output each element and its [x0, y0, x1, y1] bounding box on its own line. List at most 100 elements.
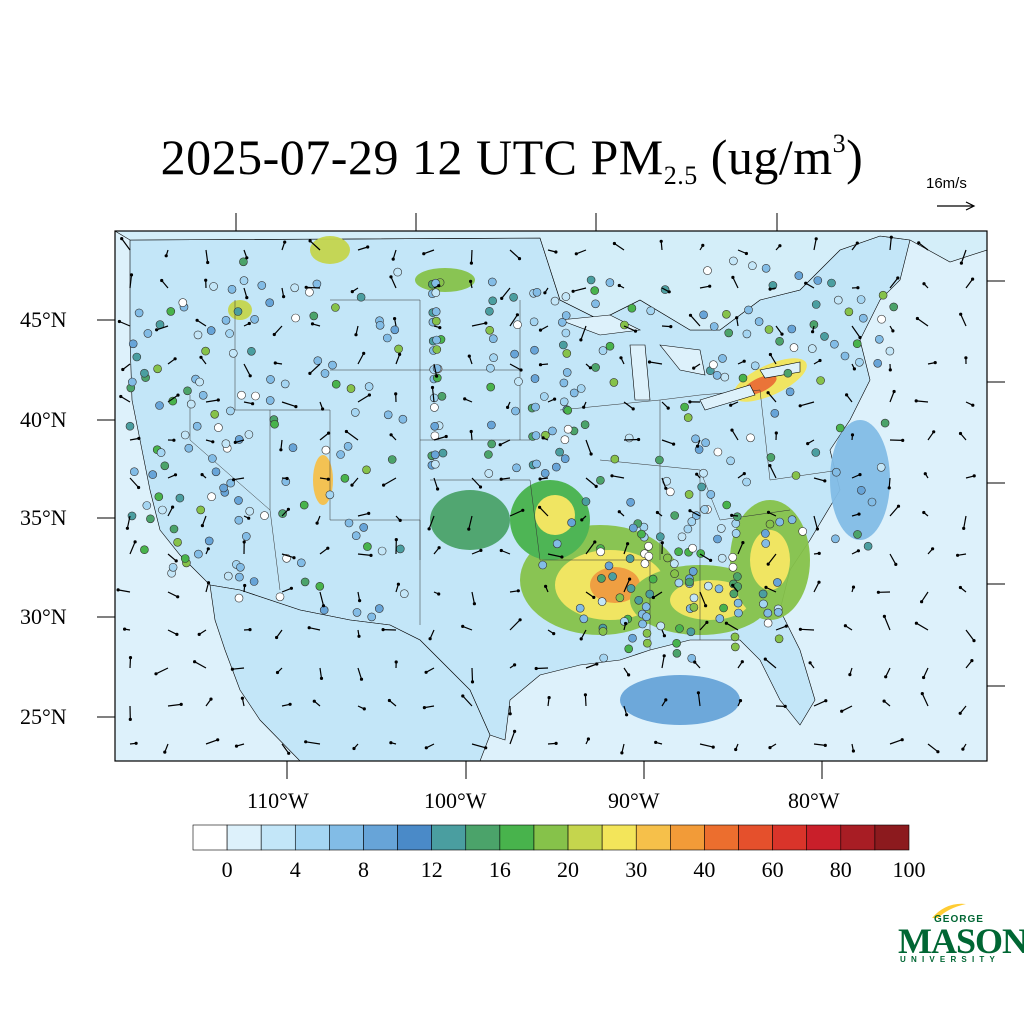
colorbar-tick-label: 60	[761, 857, 784, 882]
wind-arrow	[841, 705, 853, 712]
station-marker	[731, 529, 741, 538]
station-marker	[615, 593, 625, 603]
wind-arrow-head	[394, 392, 398, 396]
wind-arrow-head	[958, 431, 963, 436]
station-marker	[597, 597, 607, 606]
reference-vector-arrow	[937, 201, 976, 211]
station-marker	[244, 430, 254, 439]
wind-arrow-head	[724, 621, 729, 625]
wind-arrow-head	[163, 750, 167, 754]
wind-arrow	[357, 512, 369, 517]
colorbar-tick-label: 8	[358, 857, 369, 882]
wind-arrow	[205, 399, 219, 403]
wind-arrow-head	[350, 290, 354, 294]
station-marker	[709, 360, 718, 370]
wind-arrow-head	[518, 618, 522, 622]
wind-arrow-head	[958, 711, 962, 715]
wind-arrow-head	[711, 745, 715, 749]
station-marker	[562, 368, 572, 377]
wind-arrow	[623, 438, 639, 441]
station-marker	[672, 648, 682, 658]
wind-arrow-head	[128, 656, 133, 660]
wind-arrow-head	[547, 696, 551, 700]
station-marker	[713, 534, 722, 544]
station-marker	[485, 325, 495, 335]
lat-label-35: 35°N	[20, 505, 67, 530]
wind-arrow-head	[738, 699, 743, 703]
station-marker	[234, 496, 243, 505]
wind-arrow-head	[173, 473, 178, 477]
wind-arrow-head	[766, 391, 770, 395]
wind-arrow-head	[176, 393, 180, 397]
station-marker	[489, 353, 498, 363]
station-marker	[559, 397, 569, 407]
wind-arrow-head	[243, 583, 247, 588]
station-marker	[811, 448, 821, 457]
station-marker	[288, 443, 298, 453]
wind-arrow-head	[662, 634, 667, 638]
station-marker	[759, 599, 768, 609]
wind-arrow-head	[424, 670, 428, 674]
wind-arrow	[319, 432, 329, 441]
wind-arrow	[965, 629, 975, 641]
station-marker	[511, 406, 520, 416]
wind-arrow-head	[731, 583, 735, 587]
wind-arrow	[813, 743, 826, 746]
station-marker	[195, 377, 204, 387]
wind-arrow-head	[292, 556, 296, 560]
wind-arrow-head	[119, 394, 123, 399]
wind-arrow-head	[894, 562, 898, 567]
station-marker	[319, 605, 329, 615]
station-marker	[688, 567, 698, 576]
station-marker	[198, 390, 208, 400]
station-marker	[579, 614, 589, 624]
station-marker	[770, 408, 780, 418]
station-marker	[748, 261, 757, 271]
wind-arrow-head	[319, 676, 324, 681]
wind-arrow	[767, 553, 777, 565]
wind-arrow-head	[647, 360, 652, 364]
wind-arrow	[205, 249, 209, 263]
station-marker	[125, 421, 135, 431]
station-marker	[787, 324, 797, 334]
wind-arrow	[433, 435, 447, 441]
wind-arrow-head	[583, 693, 588, 697]
wind-arrow-head	[232, 478, 236, 482]
station-marker	[627, 303, 637, 313]
station-marker	[798, 527, 808, 536]
wind-arrow-head	[959, 261, 964, 265]
wind-arrow-head	[436, 487, 440, 491]
wind-arrow-head	[823, 743, 827, 748]
station-marker	[168, 562, 178, 572]
station-marker	[395, 544, 405, 554]
wind-arrow	[471, 591, 475, 604]
station-marker	[758, 589, 768, 599]
station-marker	[561, 292, 571, 301]
wind-arrow-head	[858, 473, 862, 477]
wind-arrow	[813, 477, 825, 482]
wind-arrow-head	[672, 442, 676, 446]
wind-arrow	[167, 629, 178, 635]
wind-arrow-head	[923, 472, 927, 476]
wind-arrow-head	[579, 338, 583, 342]
station-marker	[350, 408, 360, 417]
wind-arrow-head	[933, 361, 937, 365]
station-marker	[363, 542, 372, 551]
station-marker	[226, 406, 235, 416]
wind-arrow-head	[662, 654, 666, 658]
wind-arrow-head	[500, 296, 504, 300]
wind-arrow-head	[120, 237, 124, 241]
station-marker	[393, 267, 403, 277]
station-marker	[783, 368, 793, 378]
wind-arrow-head	[461, 694, 465, 698]
wind-arrow-head	[398, 518, 402, 523]
station-marker	[683, 524, 693, 534]
station-marker	[746, 433, 755, 443]
wind-arrow-head	[574, 252, 578, 256]
wind-arrow-head	[956, 553, 960, 557]
wind-arrow-head	[708, 284, 712, 288]
wind-arrow	[129, 657, 132, 669]
wind-arrow-head	[499, 477, 503, 481]
wind-arrow-head	[970, 659, 974, 663]
station-marker	[730, 632, 740, 642]
